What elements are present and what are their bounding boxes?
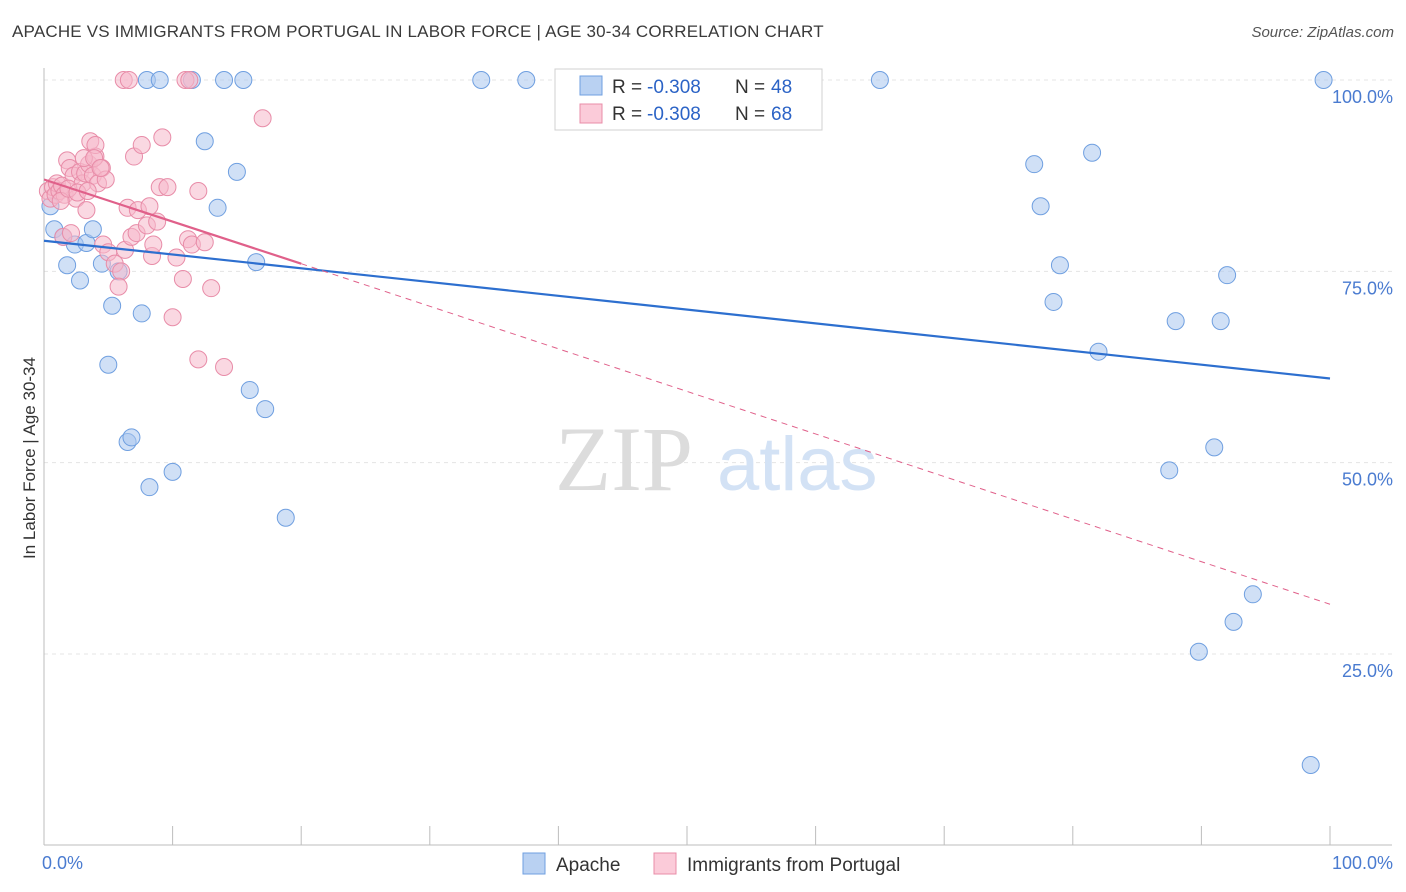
- legend-n-value-apache: 48: [771, 77, 792, 98]
- portugal-point-51: [153, 128, 172, 147]
- apache-point-39: [1218, 266, 1237, 285]
- portugal-point-63: [253, 109, 272, 128]
- portugal-point-53: [163, 308, 182, 327]
- y-tick-label-50: 50.0%: [1342, 470, 1393, 490]
- portugal-point-60: [202, 279, 221, 298]
- apache-point-43: [1243, 585, 1262, 604]
- portugal-point-32: [77, 201, 96, 220]
- legend-swatch-apache: [579, 75, 603, 96]
- portugal-point-61: [189, 350, 208, 369]
- apache-point-40: [1160, 461, 1179, 480]
- legend-n-label-portugal: N =: [735, 104, 765, 125]
- apache-point-29: [517, 71, 536, 89]
- portugal-point-48: [144, 235, 163, 254]
- y-tick-label-100: 100.0%: [1332, 87, 1393, 107]
- y-tick-labels: 25.0% 50.0% 75.0% 100.0%: [1332, 87, 1393, 681]
- watermark-atlas: atlas: [717, 422, 878, 507]
- apache-point-21: [195, 132, 214, 151]
- x-tick-labels: 0.0% 100.0%: [42, 853, 1393, 873]
- series-portugal: [38, 71, 272, 376]
- apache-point-10: [99, 355, 118, 374]
- apache-point-30: [870, 71, 889, 89]
- apache-point-15: [163, 462, 182, 481]
- apache-point-45: [1301, 755, 1320, 774]
- apache-point-26: [256, 400, 275, 419]
- portugal-point-59: [195, 233, 214, 252]
- legend-swatch-portugal: [579, 103, 603, 124]
- y-tick-label-25: 25.0%: [1342, 661, 1393, 681]
- apache-point-8: [103, 296, 122, 315]
- apache-point-31: [1025, 155, 1044, 174]
- bottom-legend-swatch-portugal: [653, 852, 677, 875]
- portugal-point-36: [112, 262, 131, 281]
- apache-point-32: [1083, 143, 1102, 162]
- bottom-legend-swatch-apache: [522, 852, 546, 875]
- apache-point-17: [150, 71, 169, 89]
- watermark-zip: ZIP: [555, 408, 693, 510]
- apache-point-28: [472, 71, 491, 89]
- apache-point-2: [58, 256, 77, 275]
- portugal-point-62: [215, 358, 234, 376]
- apache-point-42: [1224, 612, 1243, 631]
- apache-point-23: [208, 198, 227, 217]
- portugal-point-58: [189, 181, 208, 200]
- apache-point-20: [234, 71, 253, 89]
- chart-source: Source: ZipAtlas.com: [1251, 24, 1394, 41]
- apache-point-34: [1050, 256, 1069, 275]
- apache-point-6: [83, 220, 102, 239]
- x-ticks: [43, 826, 1331, 845]
- portugal-point-37: [109, 277, 128, 296]
- legend-r-label-apache: R =: [612, 77, 642, 98]
- apache-point-14: [140, 478, 159, 497]
- legend-r-value-portugal: -0.308: [647, 104, 701, 125]
- apache-point-46: [1314, 71, 1333, 89]
- portugal-point-29: [91, 159, 110, 178]
- apache-point-22: [227, 162, 246, 181]
- legend-r-value-apache: -0.308: [647, 77, 701, 98]
- portugal-point-65: [119, 71, 138, 89]
- portugal-point-31: [62, 224, 81, 243]
- legend-r-label-portugal: R =: [612, 104, 642, 125]
- watermark: ZIP atlas: [555, 408, 878, 510]
- bottom-legend-label-portugal: Immigrants from Portugal: [687, 855, 900, 876]
- bottom-legend: Apache Immigrants from Portugal: [522, 852, 900, 876]
- x-tick-label-max: 100.0%: [1332, 853, 1393, 873]
- portugal-point-67: [180, 71, 199, 89]
- series-apache: [41, 71, 1333, 774]
- apache-trend-line: [43, 239, 1331, 380]
- grid-lines: [44, 79, 1392, 655]
- apache-point-25: [240, 380, 259, 399]
- legend: R = -0.308 N = 48 R = -0.308 N = 68: [554, 68, 823, 131]
- apache-point-41: [1205, 438, 1224, 457]
- apache-point-35: [1044, 292, 1063, 311]
- x-tick-label-min: 0.0%: [42, 853, 83, 873]
- portugal-trend-extension: [301, 263, 1331, 605]
- portugal-point-54: [167, 248, 186, 267]
- apache-point-27: [276, 508, 295, 527]
- portugal-point-55: [173, 269, 192, 288]
- bottom-legend-label-apache: Apache: [556, 855, 620, 876]
- apache-point-12: [122, 428, 141, 447]
- legend-n-label-apache: N =: [735, 77, 765, 98]
- apache-point-44: [1189, 642, 1208, 661]
- y-axis-title: In Labor Force | Age 30-34: [20, 357, 39, 559]
- apache-point-36: [1089, 342, 1108, 361]
- apache-point-4: [71, 271, 90, 290]
- apache-point-33: [1031, 197, 1050, 216]
- apache-point-37: [1166, 312, 1185, 331]
- portugal-point-43: [132, 136, 151, 155]
- y-tick-label-75: 75.0%: [1342, 278, 1393, 298]
- apache-point-19: [215, 71, 234, 89]
- legend-n-value-portugal: 68: [771, 104, 792, 125]
- portugal-point-52: [158, 178, 177, 197]
- chart-title: APACHE VS IMMIGRANTS FROM PORTUGAL IN LA…: [12, 22, 824, 41]
- apache-point-38: [1211, 312, 1230, 331]
- trend-lines: [43, 178, 1331, 605]
- apache-point-13: [132, 304, 151, 323]
- portugal-trend-line: [43, 178, 302, 265]
